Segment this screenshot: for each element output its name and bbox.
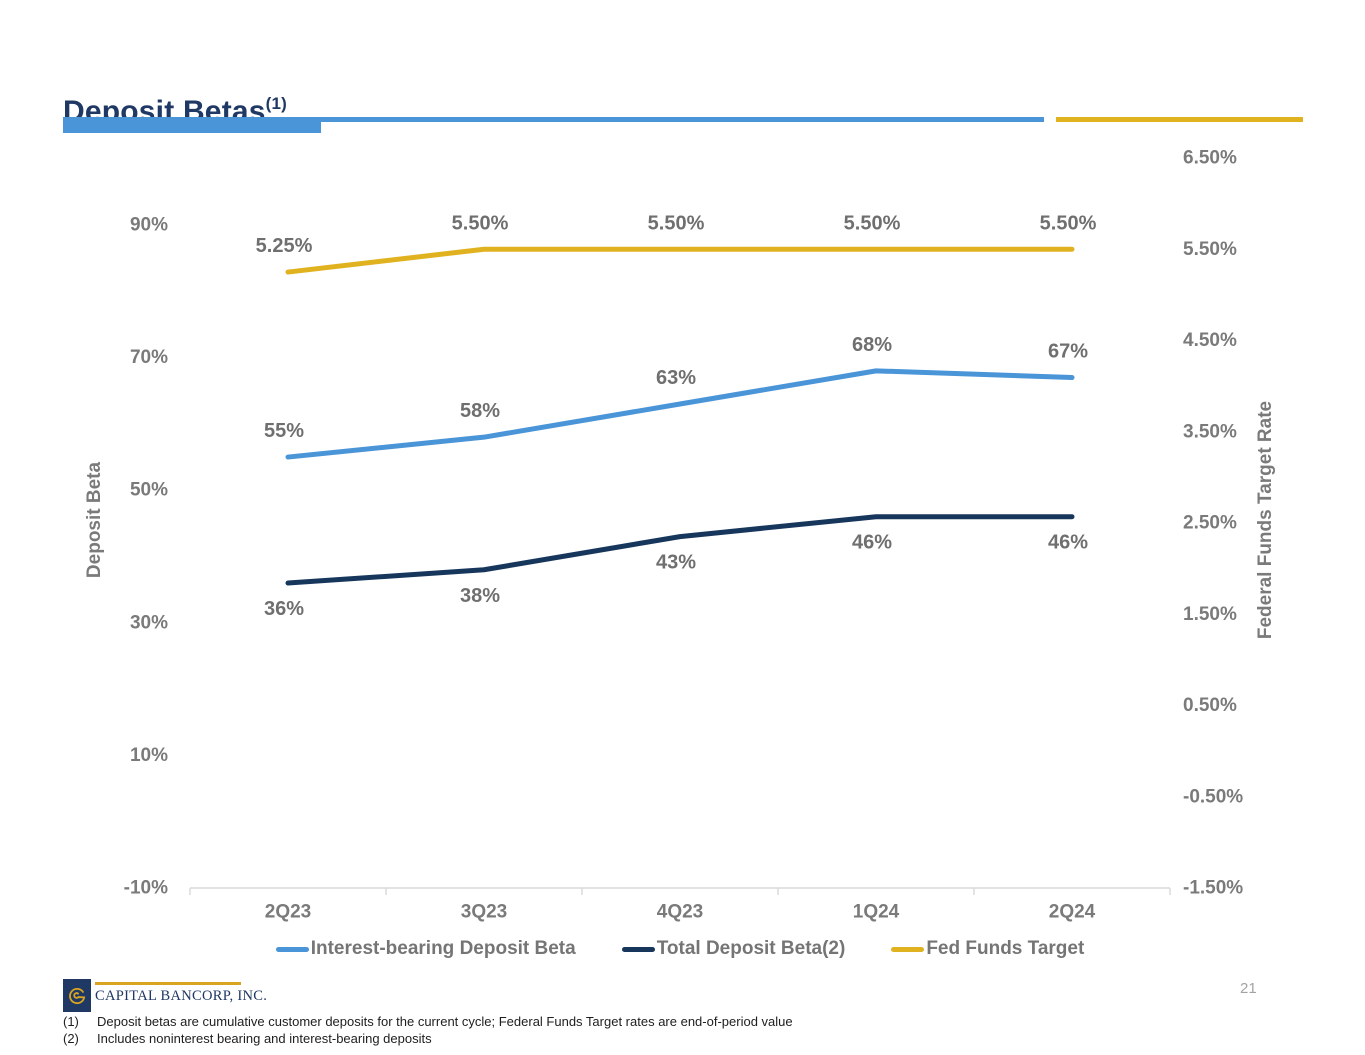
data-label-series-2: 5.25% — [256, 235, 313, 257]
legend-label: Interest-bearing Deposit Beta — [310, 938, 576, 959]
logo-wordmark: CAPITAL BANCORP, INC. — [95, 979, 267, 1005]
legend-swatch-light-blue-line — [275, 946, 309, 952]
right-axis-tick-label: 4.50% — [1183, 330, 1237, 351]
legend-label: Fed Funds Target — [926, 938, 1085, 959]
data-label-series-1: 46% — [852, 532, 892, 554]
series-line-0 — [285, 368, 1075, 460]
data-label-series-2: 5.50% — [452, 212, 509, 234]
series-line-1 — [285, 514, 1075, 586]
series-line-2 — [285, 246, 1075, 275]
data-label-series-2: 5.50% — [1040, 212, 1097, 234]
data-label-series-0: 68% — [852, 334, 892, 356]
left-axis-tick-label: 70% — [130, 347, 168, 368]
logo-gold-line — [95, 982, 241, 985]
right-axis-tick-label: 6.50% — [1183, 148, 1237, 169]
left-axis-tick-label: 50% — [130, 480, 168, 501]
right-axis-tick-label: 0.50% — [1183, 695, 1237, 716]
footnotes: (1) Deposit betas are cumulative custome… — [63, 1014, 793, 1047]
legend-item-total-deposit: Total Deposit Beta(2) — [621, 938, 846, 960]
right-axis-tick-label: -1.50% — [1183, 878, 1243, 899]
legend-label: Total Deposit Beta(2) — [656, 938, 846, 959]
footnote-1: (1) Deposit betas are cumulative custome… — [63, 1014, 793, 1031]
footnote-marker: (2) — [63, 1030, 79, 1046]
footnote-text: Includes noninterest bearing and interes… — [97, 1030, 432, 1046]
left-axis-tick-label: 90% — [130, 215, 168, 236]
footnote-text: Deposit betas are cumulative customer de… — [97, 1014, 793, 1029]
data-label-series-1: 46% — [1048, 532, 1088, 554]
header-rule-yellow-line — [1056, 117, 1303, 122]
data-label-series-0: 55% — [264, 420, 304, 442]
data-label-series-0: 63% — [656, 367, 696, 389]
right-axis-tick-label: -0.50% — [1183, 786, 1243, 807]
x-axis-label: 2Q24 — [1049, 902, 1096, 923]
chart-legend: Interest-bearing Deposit Beta Total Depo… — [190, 938, 1170, 960]
right-axis-tick-label: 1.50% — [1183, 604, 1237, 625]
x-axis-label: 3Q23 — [461, 902, 507, 923]
company-logo: CAPITAL BANCORP, INC. — [63, 979, 267, 1012]
x-axis-label: 2Q23 — [265, 902, 311, 923]
left-axis-tick-label: 10% — [130, 745, 168, 766]
left-axis-tick-label: 30% — [130, 612, 168, 633]
legend-swatch-yellow-line — [891, 946, 925, 952]
x-axis-label: 1Q24 — [853, 902, 900, 923]
page-number: 21 — [1240, 980, 1257, 997]
header-rule-blue-line — [63, 117, 1044, 122]
right-axis-tick-label: 5.50% — [1183, 239, 1237, 260]
left-axis-title: Deposit Beta — [84, 462, 105, 579]
legend-item-fed-funds: Fed Funds Target — [891, 938, 1084, 960]
logo-mark — [63, 979, 91, 1012]
data-label-series-0: 58% — [460, 400, 500, 422]
legend-swatch-navy-line — [621, 946, 655, 952]
right-axis-tick-label: 3.50% — [1183, 421, 1237, 442]
data-label-series-1: 43% — [656, 552, 696, 574]
legend-item-interest-bearing: Interest-bearing Deposit Beta — [275, 938, 576, 960]
logo-company-name: CAPITAL BANCORP, INC. — [95, 988, 268, 1004]
left-axis-tick-label: -10% — [124, 878, 168, 899]
page-title-footnote-ref: (1) — [265, 94, 288, 114]
footnote-2: (2) Includes noninterest bearing and int… — [63, 1031, 793, 1048]
x-axis-label: 4Q23 — [657, 902, 703, 923]
right-axis-tick-label: 2.50% — [1183, 513, 1237, 534]
right-axis-title: Federal Funds Target Rate — [1255, 401, 1276, 639]
data-label-series-1: 38% — [460, 585, 500, 607]
header-rule-blue-bar — [63, 117, 321, 133]
logo-spiral-icon — [69, 987, 86, 1004]
data-label-series-2: 5.50% — [648, 212, 705, 234]
footnote-marker: (1) — [63, 1014, 79, 1029]
data-label-series-2: 5.50% — [844, 212, 901, 234]
data-label-series-1: 36% — [264, 598, 304, 620]
data-label-series-0: 67% — [1048, 340, 1088, 362]
